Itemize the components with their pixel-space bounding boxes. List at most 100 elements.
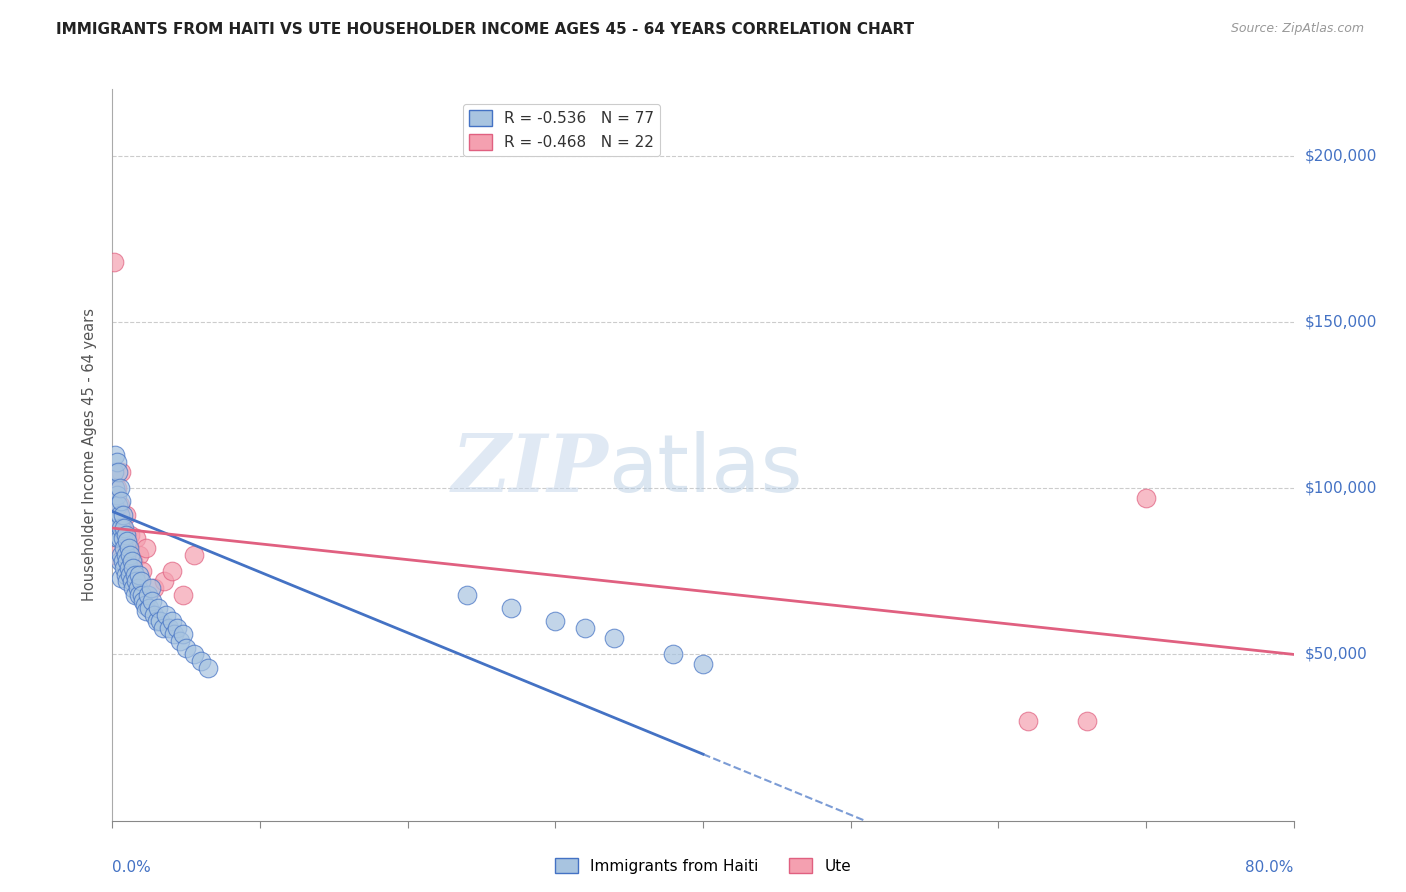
Point [117,534,138,549]
Point [166,621,188,635]
Point [105,521,128,535]
Point [121,554,143,568]
Point [111,531,134,545]
Point [169,634,191,648]
Point [183,548,205,562]
Point [125,531,148,545]
Point [105,481,128,495]
Point [139,581,162,595]
Point [172,588,194,602]
Text: $200,000: $200,000 [1305,148,1376,163]
Point [108,498,131,512]
Point [136,588,159,602]
Point [544,614,567,628]
Point [1076,714,1098,728]
Point [118,541,141,555]
Point [197,661,219,675]
Point [190,654,212,668]
Point [117,554,138,568]
Point [603,631,626,645]
Point [146,614,169,628]
Point [110,521,132,535]
Point [118,561,141,575]
Point [104,481,127,495]
Text: ZIP: ZIP [451,431,609,508]
Point [124,567,146,582]
Point [110,465,132,479]
Point [108,508,131,522]
Point [114,508,136,522]
Text: Source: ZipAtlas.com: Source: ZipAtlas.com [1230,22,1364,36]
Text: 80.0%: 80.0% [1246,860,1294,874]
Point [1017,714,1039,728]
Point [122,561,145,575]
Point [112,521,135,535]
Point [142,607,165,622]
Point [141,594,163,608]
Point [135,604,157,618]
Point [120,527,142,541]
Point [110,494,132,508]
Point [155,607,177,622]
Point [135,541,157,555]
Point [112,541,135,555]
Point [152,621,174,635]
Point [128,548,150,562]
Point [104,448,127,462]
Point [107,465,129,479]
Point [149,614,172,628]
Point [120,548,142,562]
Point [104,548,127,562]
Text: atlas: atlas [609,431,803,508]
Point [142,581,165,595]
Point [134,598,156,612]
Point [574,621,596,635]
Text: $150,000: $150,000 [1305,315,1376,329]
Point [132,594,155,608]
Point [157,621,180,635]
Point [456,588,478,602]
Text: $100,000: $100,000 [1305,481,1376,496]
Point [108,531,131,545]
Point [111,508,134,522]
Point [692,657,714,672]
Y-axis label: Householder Income Ages 45 - 64 years: Householder Income Ages 45 - 64 years [82,309,97,601]
Point [110,548,132,562]
Point [114,567,136,582]
Point [103,465,125,479]
Point [112,561,135,575]
Point [110,571,132,585]
Point [129,574,152,589]
Point [111,554,134,568]
Point [1135,491,1157,505]
Point [114,548,136,562]
Point [163,627,186,641]
Point [105,488,128,502]
Point [662,648,685,662]
Point [138,600,160,615]
Point [131,564,153,578]
Point [128,567,150,582]
Point [153,574,176,589]
Point [108,481,131,495]
Text: 0.0%: 0.0% [112,860,152,874]
Point [183,648,205,662]
Point [111,521,134,535]
Point [120,567,142,582]
Point [501,600,523,615]
Point [107,531,129,545]
Point [121,574,143,589]
Point [108,554,131,568]
Point [103,498,125,512]
Point [174,640,197,655]
Point [125,574,148,589]
Point [122,581,145,595]
Point [114,527,136,541]
Point [172,627,194,641]
Point [160,614,183,628]
Text: $50,000: $50,000 [1305,647,1368,662]
Point [122,554,145,568]
Point [160,564,183,578]
Text: IMMIGRANTS FROM HAITI VS UTE HOUSEHOLDER INCOME AGES 45 - 64 YEARS CORRELATION C: IMMIGRANTS FROM HAITI VS UTE HOUSEHOLDER… [56,22,914,37]
Point [124,588,146,602]
